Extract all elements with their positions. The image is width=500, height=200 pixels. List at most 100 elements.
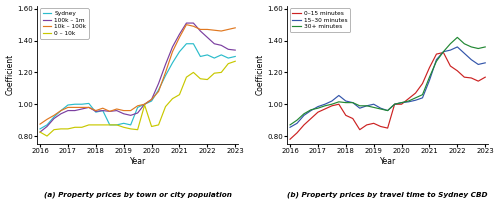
0 – 10k [37, 131, 43, 133]
10k – 100k [128, 109, 134, 112]
10k – 100k [232, 27, 238, 29]
100k – 1m [120, 113, 126, 115]
Sydney [37, 128, 43, 130]
0 – 10k [170, 97, 175, 100]
100k – 1m [79, 108, 85, 110]
10k – 100k [114, 108, 119, 110]
15–30 minutes [384, 109, 390, 112]
15–30 minutes [322, 103, 328, 105]
Sydney [190, 43, 196, 45]
100k – 1m [198, 30, 203, 32]
100k – 1m [204, 36, 210, 39]
10k – 100k [44, 118, 50, 121]
0 – 10k [120, 126, 126, 128]
30+ minutes [378, 108, 384, 110]
0 – 10k [72, 126, 78, 128]
30+ minutes [420, 93, 426, 96]
0 – 10k [114, 124, 119, 126]
Sydney [232, 55, 238, 58]
10k – 100k [162, 71, 168, 74]
Sydney [86, 102, 92, 105]
30+ minutes [322, 105, 328, 107]
Sydney [156, 89, 162, 91]
100k – 1m [156, 82, 162, 85]
30+ minutes [350, 101, 356, 104]
30+ minutes [392, 103, 398, 105]
15–30 minutes [462, 52, 468, 54]
0–15 minutes [426, 66, 432, 69]
30+ minutes [476, 47, 482, 50]
10k – 100k [198, 28, 203, 31]
0–15 minutes [350, 117, 356, 120]
10k – 100k [170, 51, 175, 53]
Sydney [72, 103, 78, 105]
15–30 minutes [364, 105, 370, 107]
0 – 10k [58, 128, 64, 130]
15–30 minutes [294, 122, 300, 125]
10k – 100k [86, 106, 92, 109]
30+ minutes [343, 101, 349, 104]
15–30 minutes [343, 100, 349, 102]
0 – 10k [190, 71, 196, 74]
15–30 minutes [308, 109, 314, 112]
10k – 100k [58, 109, 64, 112]
100k – 1m [106, 110, 112, 113]
30+ minutes [336, 101, 342, 103]
Sydney [128, 124, 134, 126]
Line: 10k – 100k: 10k – 100k [40, 25, 235, 124]
0–15 minutes [378, 125, 384, 128]
15–30 minutes [434, 58, 440, 61]
10k – 100k [51, 114, 57, 117]
0 – 10k [142, 104, 148, 106]
Line: 0 – 10k: 0 – 10k [40, 61, 235, 136]
0–15 minutes [364, 124, 370, 126]
10k – 100k [142, 103, 148, 105]
100k – 1m [232, 49, 238, 51]
100k – 1m [128, 114, 134, 117]
Sydney [79, 103, 85, 105]
Line: Sydney: Sydney [40, 44, 235, 129]
100k – 1m [170, 46, 175, 48]
10k – 100k [184, 23, 190, 26]
10k – 100k [212, 29, 218, 31]
Sydney [134, 106, 140, 109]
15–30 minutes [315, 105, 321, 108]
30+ minutes [294, 119, 300, 121]
Sydney [58, 109, 64, 112]
0 – 10k [106, 124, 112, 126]
0–15 minutes [476, 80, 482, 82]
0 – 10k [198, 78, 203, 80]
10k – 100k [100, 107, 106, 109]
15–30 minutes [468, 58, 474, 61]
Sydney [142, 103, 148, 105]
Y-axis label: Coefficient: Coefficient [256, 54, 264, 95]
Legend: 0–15 minutes, 15–30 minutes, 30+ minutes: 0–15 minutes, 15–30 minutes, 30+ minutes [290, 8, 350, 32]
10k – 100k [148, 98, 154, 101]
30+ minutes [426, 76, 432, 78]
10k – 100k [106, 110, 112, 113]
30+ minutes [287, 124, 293, 126]
X-axis label: Year: Year [130, 157, 146, 166]
15–30 minutes [329, 100, 335, 102]
100k – 1m [93, 110, 99, 113]
0 – 10k [148, 125, 154, 128]
10k – 100k [218, 30, 224, 32]
100k – 1m [65, 109, 71, 112]
30+ minutes [364, 105, 370, 107]
Sydney [51, 116, 57, 118]
0–15 minutes [336, 103, 342, 105]
Sydney [176, 51, 182, 53]
100k – 1m [37, 131, 43, 133]
0 – 10k [79, 126, 85, 128]
0–15 minutes [370, 122, 376, 125]
100k – 1m [134, 112, 140, 114]
30+ minutes [482, 46, 488, 48]
15–30 minutes [350, 101, 356, 104]
Sydney [198, 55, 203, 58]
Sydney [114, 124, 119, 126]
Text: (b) Property prices by travel time to Sydney CBD: (b) Property prices by travel time to Sy… [288, 191, 488, 198]
Sydney [170, 62, 175, 64]
30+ minutes [406, 100, 411, 102]
100k – 1m [226, 48, 232, 51]
0–15 minutes [420, 82, 426, 85]
